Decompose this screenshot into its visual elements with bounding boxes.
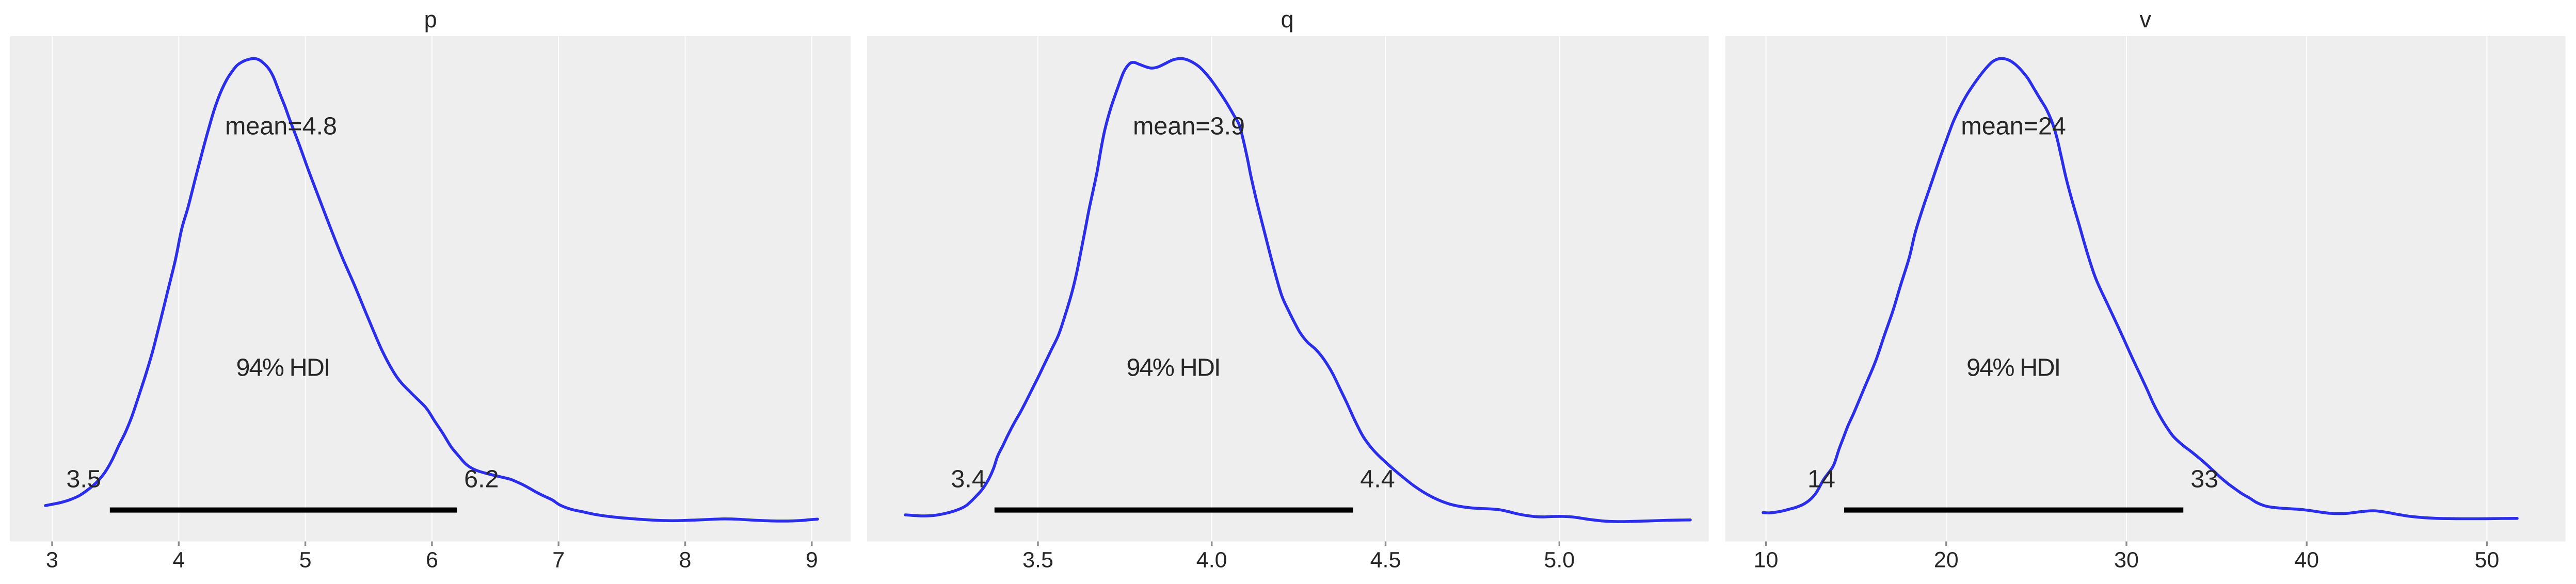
svg-text:3.5: 3.5: [1022, 548, 1053, 573]
svg-text:40: 40: [2294, 548, 2319, 573]
svg-text:mean=4.8: mean=4.8: [225, 112, 337, 140]
svg-text:9: 9: [806, 548, 818, 573]
svg-text:mean=3.9: mean=3.9: [1133, 112, 1245, 140]
svg-text:5: 5: [299, 548, 312, 573]
svg-text:7: 7: [552, 548, 565, 573]
svg-text:5.0: 5.0: [1544, 548, 1575, 573]
svg-text:4: 4: [172, 548, 185, 573]
svg-text:50: 50: [2474, 548, 2499, 573]
svg-text:33: 33: [2190, 465, 2218, 493]
svg-text:94% HDI: 94% HDI: [236, 353, 331, 381]
svg-text:4.5: 4.5: [1370, 548, 1401, 573]
svg-text:3.4: 3.4: [951, 465, 985, 493]
svg-text:4.0: 4.0: [1196, 548, 1227, 573]
svg-text:10: 10: [1754, 548, 1779, 573]
svg-text:4.4: 4.4: [1360, 465, 1395, 493]
svg-text:6: 6: [426, 548, 438, 573]
svg-text:94% HDI: 94% HDI: [1127, 353, 1221, 381]
svg-text:94% HDI: 94% HDI: [1966, 353, 2061, 381]
svg-text:3: 3: [46, 548, 58, 573]
svg-text:14: 14: [1807, 465, 1835, 493]
svg-text:8: 8: [679, 548, 692, 573]
svg-text:20: 20: [1934, 548, 1959, 573]
svg-text:p: p: [424, 6, 437, 33]
svg-text:v: v: [2139, 6, 2151, 33]
svg-text:6.2: 6.2: [464, 465, 499, 493]
svg-text:30: 30: [2114, 548, 2139, 573]
svg-text:3.5: 3.5: [66, 465, 101, 493]
svg-text:q: q: [1281, 6, 1294, 33]
svg-text:mean=24: mean=24: [1961, 112, 2066, 140]
